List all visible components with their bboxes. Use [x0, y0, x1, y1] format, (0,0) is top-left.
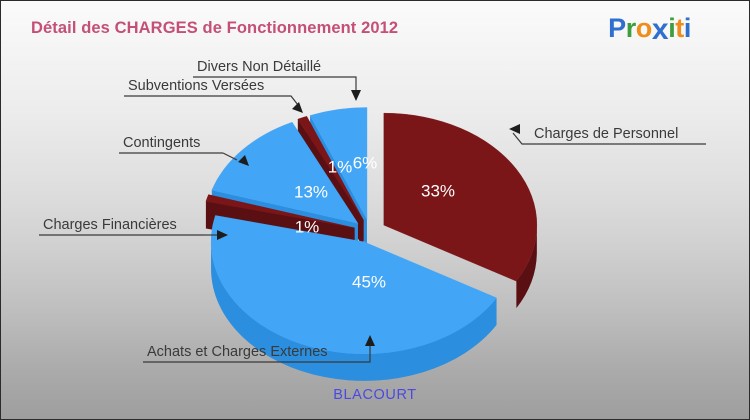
pie-slice-4[interactable] — [297, 116, 364, 221]
pie-slice-1[interactable] — [210, 215, 497, 355]
proxiti-logo[interactable]: Proxiti — [608, 13, 692, 46]
logo-letter-x: x — [651, 13, 669, 46]
logo-letter-p: P — [608, 13, 626, 43]
logo-letter-r: r — [625, 13, 637, 43]
pie-callout-arrowhead — [292, 102, 303, 113]
pie-slice-depth — [211, 241, 497, 381]
pie-slice-percent-label: 13% — [294, 182, 328, 201]
pie-callout-arrowhead — [217, 230, 228, 240]
pie-callouts-group: Charges de Personnel Achats et Charges Ex… — [39, 59, 706, 363]
pie-slice-percent-label: 6% — [353, 153, 378, 172]
pie-slice-2[interactable] — [205, 194, 355, 229]
pie-slices-group — [205, 107, 538, 381]
logo-letter-t: t — [675, 13, 684, 43]
logo-letter-i2: i — [683, 13, 692, 43]
pie-slice-percent-label: 33% — [421, 181, 455, 200]
page-title: Détail des CHARGES de Fonctionnement 201… — [31, 19, 399, 37]
pie-callout-leader-line — [512, 132, 530, 145]
pie-callout-label: Divers Non Détaillé — [197, 59, 321, 75]
logo-letter-i1: i — [668, 13, 676, 43]
pie-callout-leader-line — [282, 95, 299, 106]
logo-letter-o: o — [635, 13, 652, 43]
pie-slice-0[interactable] — [383, 112, 538, 282]
pie-callout-arrowhead — [351, 90, 361, 101]
pie-callout-leader-line — [222, 152, 238, 161]
pie-callout-leader-line — [366, 342, 371, 363]
pie-slice-5[interactable] — [309, 107, 368, 220]
pie-callout-leader-line — [351, 76, 357, 93]
pie-slice-3[interactable] — [211, 121, 359, 224]
pie-callout-label: Charges de Personnel — [534, 126, 678, 142]
pie-slice-percent-label: 45% — [352, 272, 386, 291]
pie-callout-arrowhead — [365, 335, 375, 346]
city-label: BLACOURT — [333, 387, 417, 403]
pie-callout-label: Subventions Versées — [128, 78, 264, 94]
pie-callout-label: Achats et Charges Externes — [147, 344, 328, 360]
pie-slice-percent-label: 1% — [328, 157, 353, 176]
pie-slice-depth — [516, 225, 537, 309]
pie-callout-label: Contingents — [123, 135, 200, 151]
pie-callout-arrowhead — [509, 124, 520, 134]
pie-callout-label: Charges Financières — [43, 217, 177, 233]
pie-percent-labels-group: 33%45%1%13%1% 6% — [294, 153, 455, 291]
pie-slice-percent-label: 1% — [295, 217, 320, 236]
pie-callout-arrowhead — [238, 155, 249, 166]
